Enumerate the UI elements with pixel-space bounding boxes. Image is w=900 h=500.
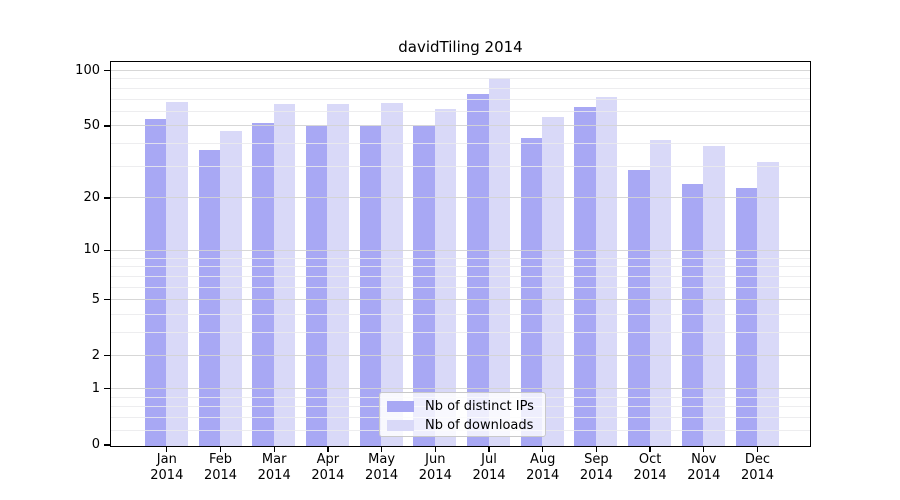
bar-aug-downloads: [542, 117, 564, 446]
bar-feb-downloads: [220, 131, 242, 446]
bar-oct-downloads: [649, 140, 672, 446]
y-tick-mark-10: [104, 249, 110, 252]
x-tick-mark-jul: [488, 446, 490, 452]
x-tick-mark-aug: [542, 446, 544, 452]
x-tick-mark-apr: [327, 446, 329, 452]
x-tick-label-jul: Jul 2014: [472, 452, 506, 483]
bar-apr-downloads: [327, 104, 349, 446]
x-tick-label-oct: Oct 2014: [633, 452, 667, 483]
bar-dec-distinct-ips: [735, 187, 757, 446]
y-tick-mark-50: [104, 125, 110, 127]
x-tick-label-aug: Aug 2014: [526, 452, 560, 483]
legend-item-distinct-ips: Nb of distinct IPs: [380, 398, 545, 415]
x-tick-mark-nov: [703, 446, 705, 452]
x-tick-mark-jun: [434, 446, 436, 452]
bar-nov-downloads: [703, 146, 725, 446]
legend: Nb of distinct IPs Nb of downloads: [379, 392, 546, 437]
bar-jun-distinct-ips: [413, 126, 435, 446]
bar-may-distinct-ips: [359, 126, 382, 446]
bar-mar-distinct-ips: [252, 123, 274, 446]
bar-jan-downloads: [166, 101, 188, 446]
bar-sep-distinct-ips: [574, 106, 596, 446]
bar-may-downloads: [381, 103, 403, 446]
y-tick-mark-0: [104, 444, 110, 446]
bars-layer: [111, 62, 810, 446]
y-tick-label-50: 50: [83, 117, 100, 133]
x-tick-label-sep: Sep 2014: [579, 452, 613, 483]
legend-label-distinct-ips: Nb of distinct IPs: [425, 399, 534, 414]
x-tick-label-nov: Nov 2014: [687, 452, 721, 483]
legend-label-downloads: Nb of downloads: [425, 418, 534, 433]
legend-swatch-downloads: [387, 420, 414, 431]
bar-jul-downloads: [488, 77, 510, 446]
y-tick-label-1: 1: [91, 380, 100, 396]
x-tick-label-jan: Jan 2014: [150, 452, 184, 483]
x-tick-mark-jan: [166, 446, 168, 452]
bar-mar-downloads: [273, 104, 296, 446]
legend-swatch-distinct-ips: [387, 401, 414, 412]
y-tick-mark-100: [104, 69, 110, 72]
x-tick-mark-mar: [273, 446, 275, 452]
x-tick-label-mar: Mar 2014: [257, 452, 291, 483]
bar-dec-downloads: [757, 161, 779, 446]
y-tick-mark-1: [104, 388, 110, 390]
bar-feb-distinct-ips: [198, 150, 220, 446]
x-tick-label-apr: Apr 2014: [311, 452, 345, 483]
y-tick-mark-2: [104, 355, 110, 357]
bar-jul-distinct-ips: [467, 94, 489, 446]
x-tick-mark-sep: [595, 446, 598, 452]
legend-item-downloads: Nb of downloads: [380, 417, 545, 434]
y-tick-label-20: 20: [83, 189, 100, 205]
x-tick-label-may: May 2014: [365, 452, 399, 483]
bar-nov-distinct-ips: [681, 184, 704, 446]
x-tick-mark-oct: [649, 446, 651, 452]
bar-oct-distinct-ips: [628, 169, 650, 446]
x-tick-mark-dec: [756, 446, 759, 452]
bar-sep-downloads: [595, 97, 618, 446]
y-tick-label-10: 10: [83, 242, 100, 258]
x-tick-label-dec: Dec 2014: [740, 452, 775, 483]
y-tick-label-0: 0: [91, 437, 100, 452]
x-tick-label-jun: Jun 2014: [418, 452, 452, 483]
y-tick-label-2: 2: [91, 347, 100, 363]
y-tick-label-5: 5: [91, 291, 100, 307]
bar-jun-downloads: [434, 109, 457, 446]
y-tick-mark-20: [104, 197, 110, 199]
plot-area: [110, 60, 811, 447]
bar-jan-distinct-ips: [144, 118, 167, 446]
x-tick-label-feb: Feb 2014: [203, 452, 238, 483]
y-tick-mark-5: [104, 298, 110, 301]
bar-aug-distinct-ips: [520, 138, 543, 446]
bar-apr-distinct-ips: [305, 126, 328, 446]
x-tick-mark-feb: [219, 446, 222, 452]
chart-title: davidTiling 2014: [398, 38, 523, 56]
y-tick-label-100: 100: [75, 62, 100, 78]
x-tick-mark-may: [380, 446, 383, 452]
